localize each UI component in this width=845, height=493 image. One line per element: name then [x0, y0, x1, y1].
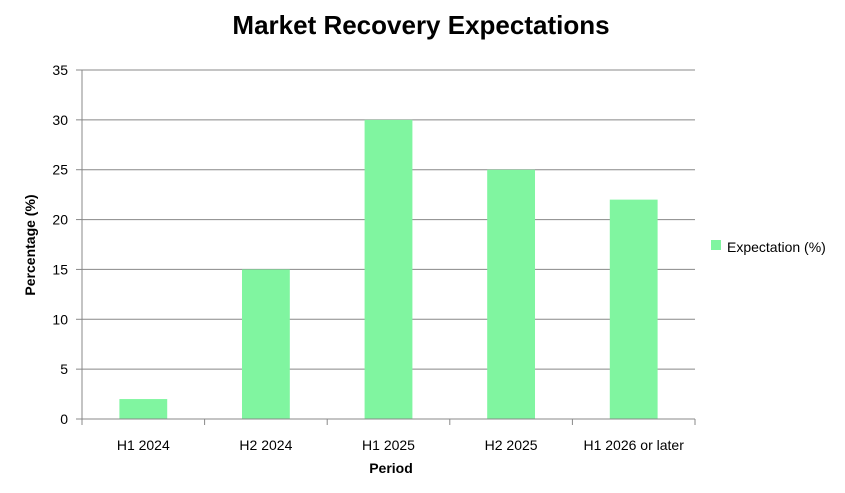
y-tick-label: 35 — [52, 62, 68, 78]
bar — [119, 399, 168, 419]
bar — [241, 269, 290, 419]
y-tick-label: 0 — [60, 411, 68, 427]
y-tick-label: 20 — [52, 212, 68, 228]
x-tick-label: H2 2024 — [239, 437, 292, 453]
y-tick-label: 30 — [52, 112, 68, 128]
bar — [609, 199, 658, 419]
x-tick-label: H1 2026 or later — [583, 437, 684, 453]
y-tick-label: 15 — [52, 261, 68, 277]
y-axis-title: Percentage (%) — [22, 194, 38, 295]
legend-swatch — [711, 240, 721, 250]
axes — [81, 70, 695, 420]
y-tick-label: 10 — [52, 311, 68, 327]
x-axis-title: Period — [369, 460, 413, 476]
legend: Expectation (%) — [711, 239, 826, 255]
y-tick-label: 5 — [60, 361, 68, 377]
legend-label: Expectation (%) — [727, 239, 826, 255]
bars — [119, 119, 658, 419]
y-tick-labels: 0 5 10 15 20 25 30 35 — [52, 62, 82, 427]
x-tick-label: H1 2024 — [117, 437, 170, 453]
bar — [364, 119, 413, 419]
chart-title: Market Recovery Expectations — [232, 10, 609, 40]
x-tick-label: H1 2025 — [362, 437, 415, 453]
y-tick-label: 25 — [52, 162, 68, 178]
bar — [487, 169, 536, 419]
x-tick-labels: H1 2024 H2 2024 H1 2025 H2 2025 H1 2026 or l… — [81, 419, 696, 453]
x-tick-label: H2 2025 — [485, 437, 538, 453]
